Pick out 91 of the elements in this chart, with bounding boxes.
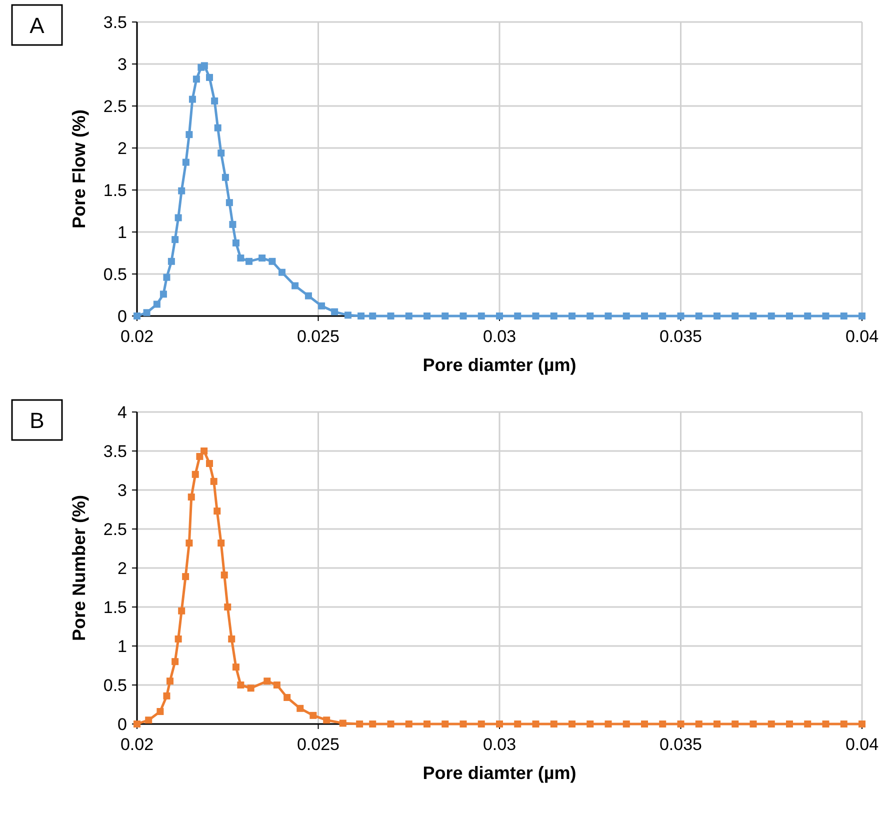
point: [659, 720, 666, 728]
x-tick-label: 0.02: [120, 735, 154, 754]
point: [224, 604, 232, 610]
y-tick-label: 2.5: [103, 96, 127, 116]
point: [145, 716, 152, 724]
point: [206, 460, 213, 467]
point: [568, 720, 576, 728]
text: A: [30, 13, 45, 38]
point: [232, 664, 240, 671]
point: [714, 720, 720, 728]
text: B: [30, 408, 44, 433]
point: [840, 720, 848, 728]
y-tick-label: 1: [118, 222, 127, 242]
point: [186, 540, 193, 547]
point: [405, 720, 412, 728]
point: [310, 712, 317, 719]
point: [247, 684, 254, 692]
y-tick-label: 1.5: [103, 180, 127, 200]
y-tick-label: 0: [118, 714, 127, 734]
point: [218, 540, 225, 547]
y-tick-label: 3: [118, 54, 127, 74]
point: [786, 720, 793, 728]
x-tick-label: 0.035: [659, 735, 702, 754]
point: [424, 720, 430, 728]
x-axis-title: Pore diamter (µm): [422, 763, 576, 783]
point: [532, 720, 540, 728]
point: [188, 494, 195, 501]
point: [220, 572, 228, 579]
point: [273, 682, 280, 688]
point: [156, 708, 164, 716]
point: [604, 720, 612, 728]
x-tick-label: 0.02: [120, 327, 154, 346]
point: [237, 682, 244, 688]
point: [182, 573, 190, 580]
point: [196, 452, 204, 460]
point: [514, 720, 522, 728]
y-axis-title: Pore Flow (%): [69, 109, 89, 229]
x-tick-label: 0.04: [845, 735, 879, 754]
y-tick-label: 3: [118, 480, 127, 500]
y-tick-label: 0.5: [103, 264, 127, 284]
x-tick-label: 0.03: [482, 327, 516, 346]
point: [768, 720, 775, 728]
point: [550, 720, 558, 728]
point: [172, 658, 179, 666]
point: [387, 720, 394, 728]
point: [339, 720, 346, 727]
point: [677, 720, 684, 728]
y-tick-label: 1.5: [103, 598, 127, 617]
point: [174, 635, 182, 642]
point: [192, 470, 199, 478]
x-tick-label: 0.025: [296, 735, 340, 754]
point: [356, 720, 364, 728]
x-tick-label: 0.04: [845, 327, 879, 346]
y-tick-label: 2.5: [103, 520, 127, 539]
point: [323, 716, 330, 724]
x-tick-label: 0.03: [482, 735, 516, 754]
point: [163, 692, 170, 700]
point: [586, 720, 594, 728]
x-axis-title: Pore diamter (µm): [422, 355, 576, 375]
point: [166, 678, 174, 685]
y-axis-title: Pore Number (%): [69, 494, 89, 642]
point: [228, 635, 236, 642]
point: [641, 720, 648, 728]
point: [622, 720, 630, 728]
y-tick-label: 0: [118, 306, 127, 326]
point: [284, 694, 291, 701]
point: [200, 448, 208, 454]
point: [442, 720, 449, 728]
point: [695, 720, 702, 728]
y-tick-label: 3.5: [103, 442, 127, 461]
point: [296, 704, 304, 712]
point: [369, 720, 376, 728]
point: [750, 720, 757, 728]
point: [264, 678, 271, 685]
point: [822, 720, 830, 728]
point: [496, 720, 503, 728]
y-tick-label: 0.5: [103, 676, 127, 695]
point: [478, 720, 485, 728]
y-tick-label: 4: [118, 402, 127, 422]
y-tick-label: 3.5: [103, 12, 127, 32]
point: [732, 720, 739, 728]
point: [210, 478, 218, 485]
x-tick-label: 0.025: [296, 327, 340, 346]
y-tick-label: 2: [118, 558, 127, 578]
y-tick-label: 1: [118, 636, 127, 656]
y-tick-label: 2: [118, 138, 127, 158]
x-tick-label: 0.035: [659, 327, 702, 346]
point: [804, 720, 812, 728]
point: [460, 720, 467, 728]
point: [214, 508, 221, 515]
point: [178, 607, 186, 614]
